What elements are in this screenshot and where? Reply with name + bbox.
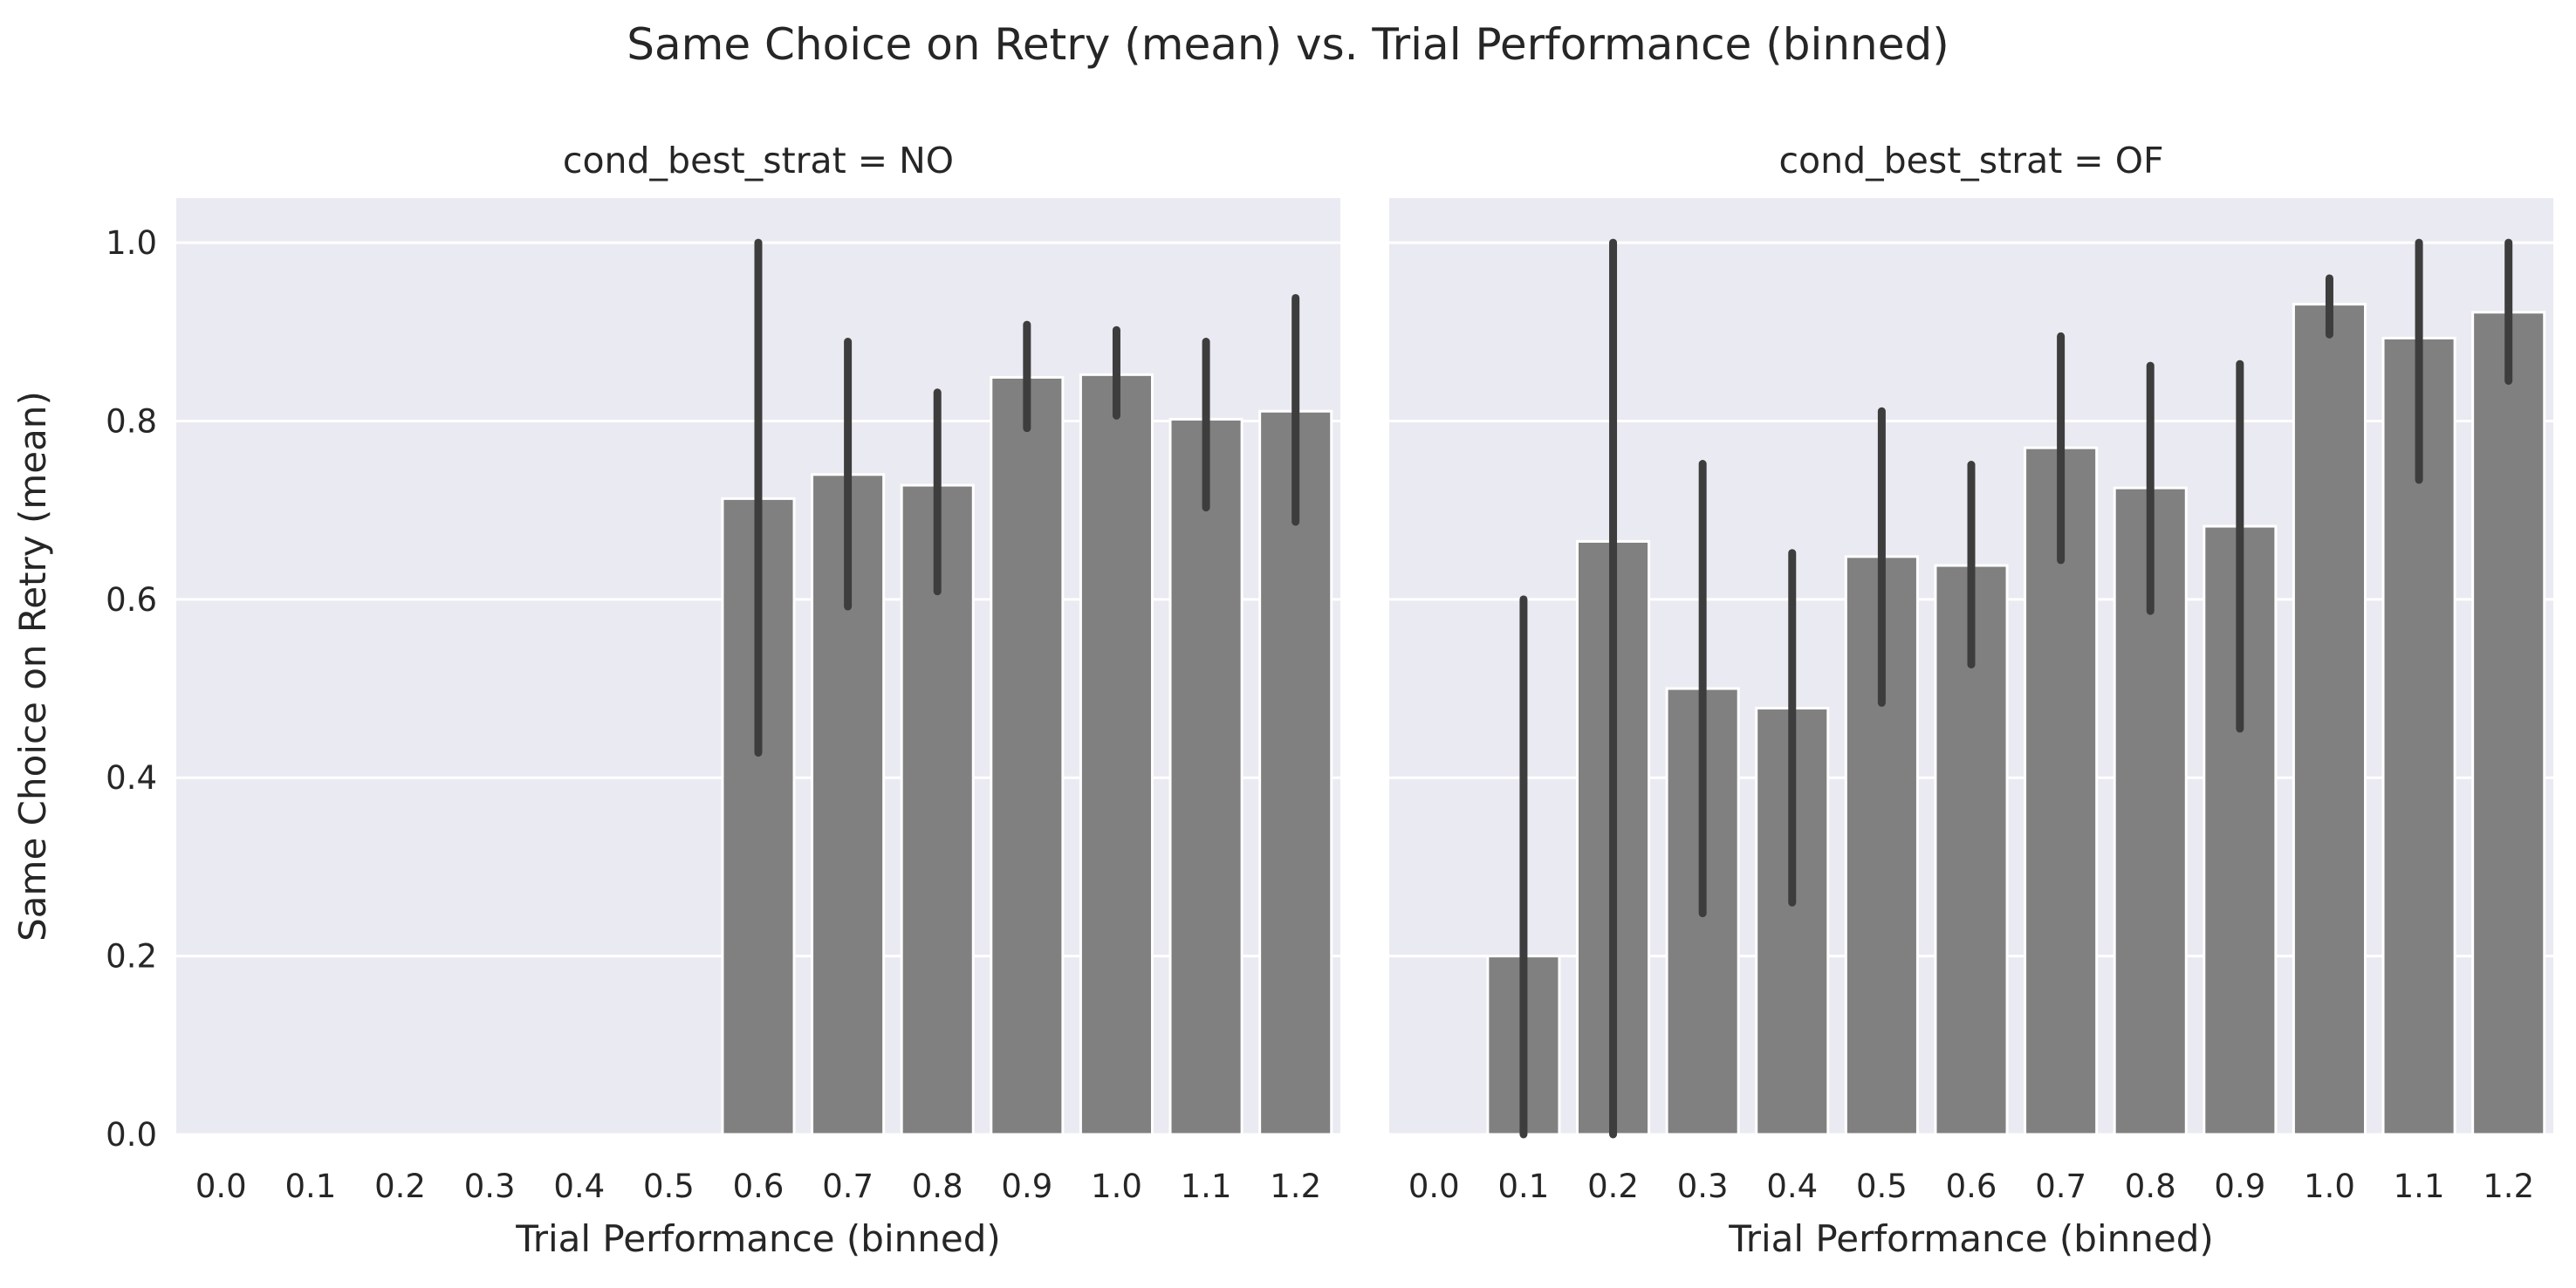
x-tick-label: 0.1: [1498, 1168, 1550, 1205]
x-tick-label: 0.9: [2214, 1168, 2265, 1205]
x-tick-label: 0.4: [1766, 1168, 1818, 1205]
y-tick-label: 0.2: [106, 938, 157, 976]
x-axis-label: Trial Performance (binned): [1728, 1217, 2214, 1260]
bar-1.1: [2381, 336, 2456, 1136]
panel-title: cond_best_strat = NO: [563, 140, 954, 182]
y-tick-label: 0.6: [106, 581, 157, 619]
x-tick-label: 0.1: [285, 1168, 337, 1205]
x-tick-label: 0.5: [643, 1168, 695, 1205]
x-tick-label: 0.3: [1677, 1168, 1729, 1205]
x-tick-label: 0.7: [2035, 1168, 2086, 1205]
x-tick-label: 1.2: [1270, 1168, 1321, 1205]
figure-title: Same Choice on Retry (mean) vs. Trial Pe…: [627, 19, 1949, 70]
x-tick-label: 0.8: [2125, 1168, 2176, 1205]
x-tick-label: 0.6: [1946, 1168, 1997, 1205]
bar-1.1: [1168, 417, 1243, 1136]
x-tick-label: 0.8: [912, 1168, 963, 1205]
y-tick-label: 0.4: [106, 759, 157, 797]
x-tick-label: 0.7: [822, 1168, 874, 1205]
x-tick-label: 0.2: [374, 1168, 426, 1205]
panel-title: cond_best_strat = OF: [1778, 140, 2163, 182]
y-tick-label: 0.8: [106, 402, 157, 440]
panel-of: 0.0 0.1 0.2 0.3 0.4 0.5 0.6 0.7 0.8 0.9 1.0 1.1 1.2 c…: [1389, 140, 2553, 1260]
x-tick-label: 0.5: [1856, 1168, 1908, 1205]
x-tick-label: 0.0: [195, 1168, 247, 1205]
x-axis-label: Trial Performance (binned): [515, 1217, 1001, 1260]
x-tick-label: 1.0: [1091, 1168, 1142, 1205]
x-tick-label: 1.0: [2304, 1168, 2355, 1205]
bar-1.0: [1079, 373, 1154, 1136]
x-tick-label: 0.0: [1408, 1168, 1460, 1205]
x-tick-label: 0.4: [553, 1168, 605, 1205]
y-tick-label: 1.0: [106, 224, 157, 262]
y-axis-label: Same Choice on Retry (mean): [11, 391, 54, 942]
bar-1.2: [2471, 311, 2546, 1136]
x-tick-label: 0.2: [1587, 1168, 1639, 1205]
x-tick-label: 1.1: [2394, 1168, 2445, 1205]
y-tick-label: 0.0: [106, 1116, 157, 1154]
x-tick-label: 0.9: [1001, 1168, 1052, 1205]
bar-1.0: [2292, 303, 2367, 1136]
x-tick-label: 0.6: [733, 1168, 784, 1205]
panel-no: 0.0 0.1 0.2 0.3 0.4 0.5 0.6 0.7 0.8 0.9 1.0 1.1 1.2 0…: [11, 140, 1340, 1260]
x-tick-label: 0.3: [464, 1168, 516, 1205]
bar-0.9: [990, 375, 1065, 1136]
x-tick-label: 1.2: [2483, 1168, 2534, 1205]
bar-1.2: [1258, 409, 1333, 1136]
x-tick-label: 1.1: [1181, 1168, 1232, 1205]
